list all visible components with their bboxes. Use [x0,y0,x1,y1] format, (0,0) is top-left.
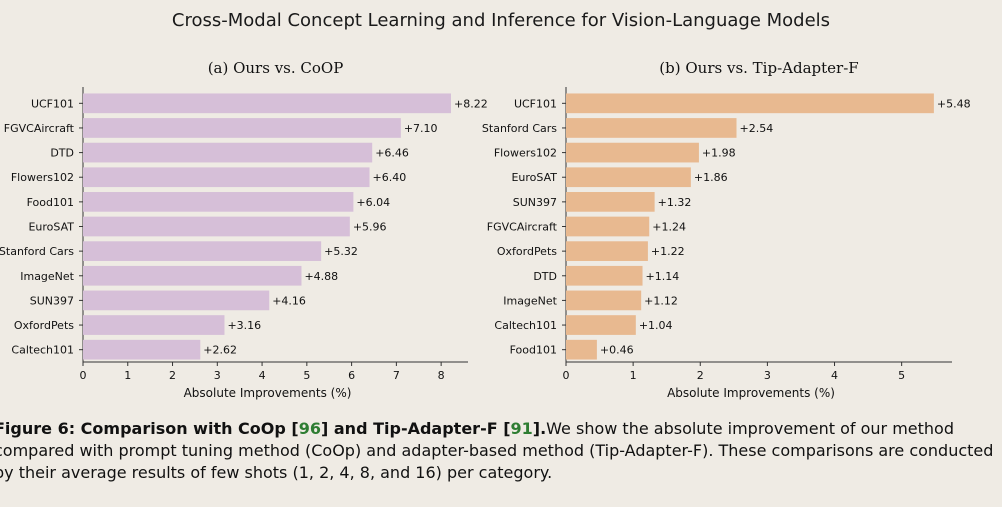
bar [566,118,737,138]
x-tick-label: 2 [169,369,176,382]
chart-title: (a) Ours vs. CoOP [208,59,344,77]
bar [83,315,225,335]
value-label: +8.22 [454,97,488,110]
x-tick-label: 1 [124,369,131,382]
value-label: +1.04 [639,319,673,332]
citation-91[interactable]: 91 [510,419,533,438]
x-tick-label: 2 [697,369,704,382]
page-title: Cross-Modal Concept Learning and Inferen… [171,10,831,31]
value-label: +1.22 [651,245,685,258]
category-label: Food101 [27,196,74,209]
x-tick-label: 3 [764,369,771,382]
bar [83,93,451,114]
bar [83,339,201,360]
chart-tip-adapter: (b) Ours vs. Tip-Adapter-F UCF101 +5.48 Sta… [482,59,971,400]
x-tick-label: 6 [348,369,355,382]
value-label: +2.54 [740,122,774,135]
category-label: ImageNet [20,270,74,283]
category-label: DTD [533,270,557,283]
value-label: +3.16 [227,319,261,332]
value-label: +6.46 [375,147,409,160]
value-label: +6.40 [373,171,407,184]
chart-coop: (a) Ours vs. CoOP UCF101 +8.22 FGVCAircraft… [0,59,488,400]
chart-title: (b) Ours vs. Tip-Adapter-F [659,59,858,77]
category-label: SUN397 [30,294,74,307]
bar [83,118,401,138]
category-label: UCF101 [514,97,557,110]
category-label: EuroSAT [511,171,557,184]
bar [83,290,270,311]
bar [566,167,691,188]
x-tick-label: 3 [214,369,221,382]
category-label: SUN397 [513,196,557,209]
x-axis-label: Absolute Improvements (%) [184,386,352,400]
value-label: +2.62 [203,344,237,357]
x-tick-label: 1 [630,369,637,382]
bar [83,142,373,163]
x-axis-label: Absolute Improvements (%) [667,386,835,400]
bar [83,265,302,286]
bar [566,265,643,286]
category-label: DTD [50,147,74,160]
x-tick-label: 0 [80,369,87,382]
bar [566,93,934,114]
bar [566,315,636,335]
bar [566,339,597,360]
value-label: +6.04 [356,196,390,209]
category-label: OxfordPets [497,245,557,258]
value-label: +7.10 [404,122,438,135]
bar [566,216,650,237]
category-label: ImageNet [503,294,557,307]
value-label: +1.98 [702,147,736,160]
bar [83,241,322,261]
category-label: Caltech101 [494,319,557,332]
value-label: +1.12 [644,294,678,307]
bar [566,241,648,261]
category-label: OxfordPets [14,319,74,332]
x-tick-label: 0 [563,369,570,382]
category-label: FGVCAircraft [487,221,558,234]
category-label: EuroSAT [28,221,74,234]
x-tick-label: 5 [303,369,310,382]
category-label: UCF101 [31,97,74,110]
bar [83,192,354,212]
category-label: Caltech101 [11,344,74,357]
caption-label: Figure 6: Comparison with CoOp [96] and … [0,419,547,438]
x-tick-label: 4 [831,369,838,382]
bar [83,216,350,237]
bar [566,142,699,163]
x-tick-label: 8 [438,369,445,382]
figure-caption: Figure 6: Comparison with CoOp [96] and … [0,418,994,484]
value-label: +1.14 [646,270,680,283]
category-label: Flowers102 [11,171,74,184]
category-label: Stanford Cars [482,122,557,135]
value-label: +0.46 [600,344,634,357]
value-label: +1.24 [652,221,686,234]
x-tick-label: 4 [259,369,266,382]
value-label: +1.32 [658,196,692,209]
value-label: +5.48 [937,97,971,110]
value-label: +1.86 [694,171,728,184]
category-label: Stanford Cars [0,245,74,258]
category-label: Food101 [510,344,557,357]
category-label: FGVCAircraft [4,122,75,135]
value-label: +4.88 [304,270,338,283]
value-label: +5.96 [353,221,387,234]
bar [566,192,655,212]
value-label: +5.32 [324,245,358,258]
x-tick-label: 7 [393,369,400,382]
caption-text: We show the absolute improvement of our … [0,419,994,482]
charts-canvas: (a) Ours vs. CoOP UCF101 +8.22 FGVCAircraft… [0,59,971,400]
bar [83,167,370,188]
bar [566,290,642,311]
category-label: Flowers102 [494,147,557,160]
value-label: +4.16 [272,294,306,307]
x-tick-label: 5 [898,369,905,382]
citation-96[interactable]: 96 [298,419,321,438]
